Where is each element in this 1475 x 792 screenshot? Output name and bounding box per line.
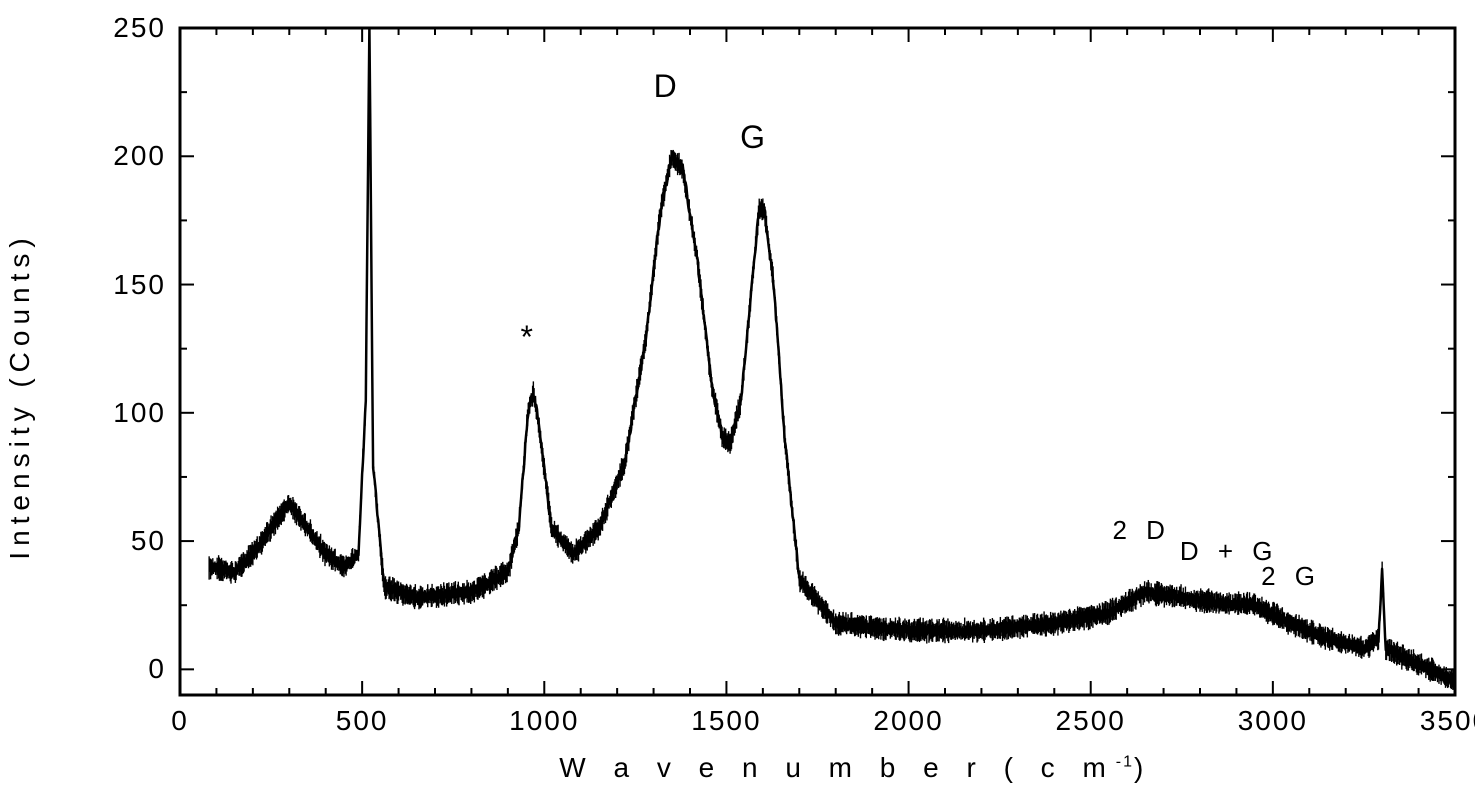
x-tick-label: 2000 (873, 705, 943, 737)
y-tick-label: 100 (113, 397, 166, 429)
plot-svg (0, 0, 1475, 792)
y-tick-label: 0 (148, 653, 166, 685)
x-tick-label: 1000 (509, 705, 579, 737)
peak-label: 2 G (1261, 561, 1321, 592)
peak-label: D (654, 68, 683, 105)
x-tick-label: 2500 (1056, 705, 1126, 737)
raman-spectrum-chart: Intensity (Counts) W a v e n u m b e r (… (0, 0, 1475, 792)
peak-label: 2 D (1112, 515, 1170, 546)
x-tick-label: 3000 (1238, 705, 1308, 737)
y-tick-label: 200 (113, 140, 166, 172)
peak-label: * (520, 319, 538, 356)
x-tick-label: 1500 (691, 705, 761, 737)
y-tick-label: 250 (113, 12, 166, 44)
x-tick-label: 3500 (1420, 705, 1475, 737)
y-tick-label: 150 (113, 269, 166, 301)
x-tick-label: 0 (171, 705, 189, 737)
peak-label: G (740, 119, 771, 156)
x-tick-label: 500 (336, 705, 389, 737)
y-tick-label: 50 (131, 525, 166, 557)
